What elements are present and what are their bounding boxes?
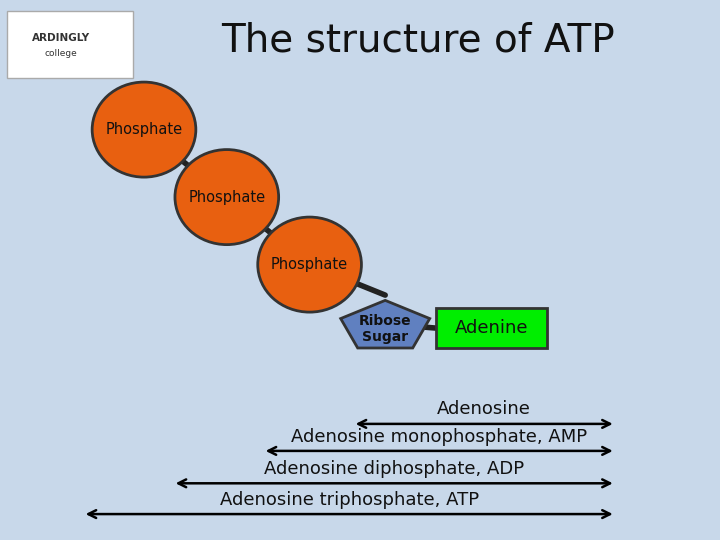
Text: Adenine: Adenine	[454, 319, 528, 337]
Text: Phosphate: Phosphate	[188, 190, 266, 205]
Text: Adenosine triphosphate, ATP: Adenosine triphosphate, ATP	[220, 491, 479, 509]
FancyBboxPatch shape	[7, 11, 133, 78]
Text: Adenosine: Adenosine	[437, 401, 531, 418]
Text: college: college	[45, 50, 78, 58]
Text: Ribose
Sugar: Ribose Sugar	[359, 314, 412, 345]
Text: Phosphate: Phosphate	[271, 257, 348, 272]
Ellipse shape	[175, 150, 279, 245]
Text: Phosphate: Phosphate	[105, 122, 183, 137]
Text: The structure of ATP: The structure of ATP	[221, 22, 614, 59]
Polygon shape	[341, 300, 430, 348]
FancyBboxPatch shape	[436, 308, 547, 348]
Text: Adenosine monophosphate, AMP: Adenosine monophosphate, AMP	[291, 428, 588, 445]
Text: Adenosine diphosphate, ADP: Adenosine diphosphate, ADP	[264, 460, 524, 478]
Ellipse shape	[92, 82, 196, 177]
Ellipse shape	[258, 217, 361, 312]
Text: ARDINGLY: ARDINGLY	[32, 33, 90, 43]
